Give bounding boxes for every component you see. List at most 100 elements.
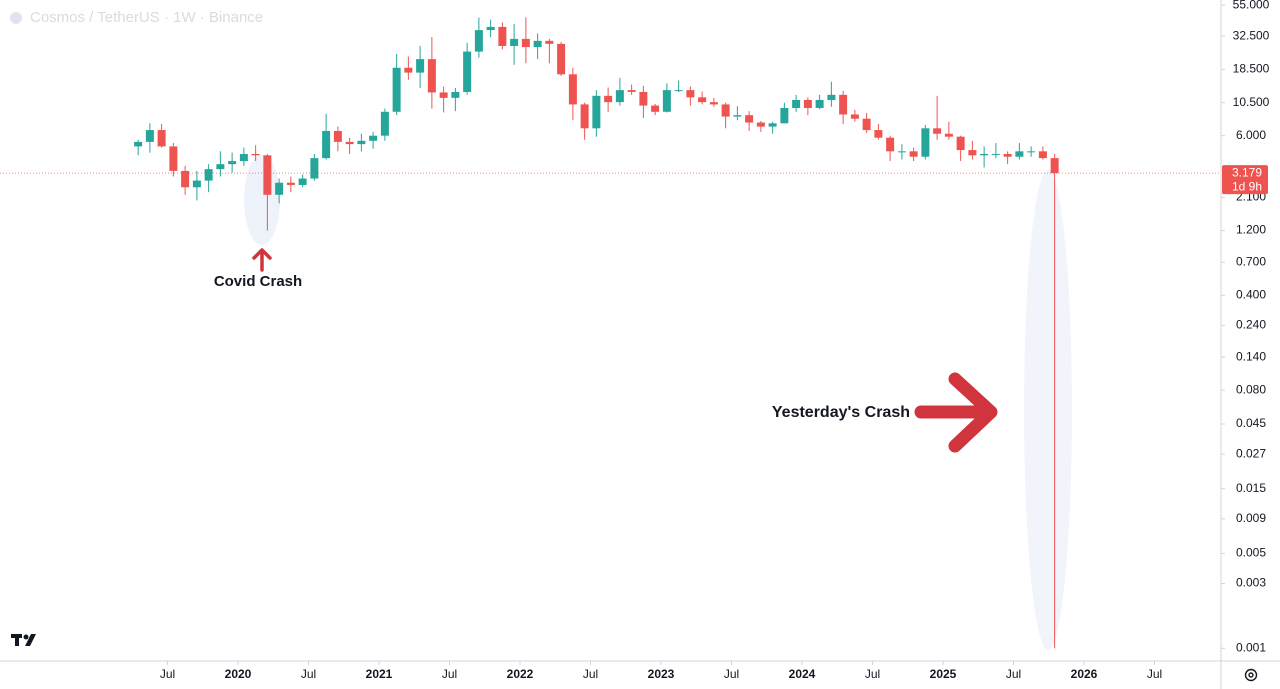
candle-body (322, 130, 331, 159)
x-tick-label: 2023 (648, 667, 675, 681)
candle-body (545, 40, 554, 44)
tv-logo (11, 634, 36, 646)
candle-body (145, 130, 154, 142)
x-tick-label: Jul (1006, 667, 1021, 681)
candle-body (568, 74, 577, 105)
candle-body (627, 90, 636, 92)
candle-body (1038, 151, 1047, 159)
candle-body (181, 170, 190, 188)
candles (134, 17, 1059, 649)
candle-body (968, 150, 977, 156)
candle-body (463, 51, 472, 92)
candle-body (639, 91, 648, 106)
candle-body (333, 130, 342, 142)
candle-body (780, 107, 789, 124)
candle-body (474, 30, 483, 52)
x-tick-label: 2020 (225, 667, 252, 681)
y-tick-label: 10.500 (1233, 95, 1270, 109)
candle-body (134, 141, 143, 147)
candle-body (310, 158, 319, 179)
x-tick-label: 2024 (789, 667, 816, 681)
candle-body (451, 91, 460, 98)
settings-icon[interactable] (1244, 668, 1258, 682)
candle-body (827, 94, 836, 100)
candle-body (1050, 158, 1059, 174)
candle-body (674, 90, 683, 92)
candle-body (416, 59, 425, 73)
candle-body (651, 105, 660, 112)
x-tick-label: Jul (301, 667, 316, 681)
candle-body (991, 153, 1000, 155)
annotation-arrow (252, 248, 272, 272)
candle-body (886, 137, 895, 152)
countdown-label: 1d 9h (1232, 179, 1262, 193)
candle-body (169, 146, 178, 171)
y-tick-label: 0.045 (1236, 416, 1266, 430)
x-tick-label: Jul (1147, 667, 1162, 681)
candle-body (721, 104, 730, 117)
candle-body (686, 90, 695, 98)
y-tick-label: 0.027 (1236, 446, 1266, 460)
y-tick-label: 0.240 (1236, 318, 1266, 332)
candle-body (839, 94, 848, 115)
candle-body (745, 115, 754, 123)
candle-body (803, 99, 812, 108)
highlight-ellipse (244, 155, 280, 245)
y-tick-label: 0.080 (1236, 382, 1266, 396)
candle-body (192, 180, 201, 188)
candle-body (662, 90, 671, 112)
y-tick-label: 0.003 (1236, 576, 1266, 590)
y-tick-label: 0.015 (1236, 481, 1266, 495)
y-tick-label: 0.001 (1236, 640, 1266, 654)
y-tick-label: 6.000 (1236, 128, 1266, 142)
x-tick-label: Jul (583, 667, 598, 681)
x-tick-label: Jul (442, 667, 457, 681)
candle-body (1003, 153, 1012, 157)
candle-body (921, 128, 930, 157)
x-tick-label: 2025 (930, 667, 957, 681)
candle-body (815, 99, 824, 108)
y-tick-label: 0.009 (1236, 511, 1266, 525)
candle-body (592, 95, 601, 129)
x-tick-label: Jul (865, 667, 880, 681)
candle-body (933, 128, 942, 134)
candle-body (392, 67, 401, 112)
candle-body (580, 104, 589, 129)
y-tick-label: 0.005 (1236, 546, 1266, 560)
candle-body (850, 114, 859, 119)
candle-body (216, 164, 225, 170)
candle-body (980, 153, 989, 156)
last-price-box (1222, 165, 1268, 195)
candle-body (944, 133, 953, 137)
y-tick-label: 0.700 (1236, 254, 1266, 268)
candle-body (897, 151, 906, 153)
candle-body (275, 182, 284, 195)
candle-body (357, 140, 366, 145)
chart-title: Cosmos / TetherUS · 1W · Binance (30, 9, 263, 26)
candle-body (345, 141, 354, 145)
candle-body (157, 130, 166, 147)
annotation-text: Covid Crash (214, 273, 302, 290)
x-tick-label: Jul (160, 667, 175, 681)
candle-body (909, 151, 918, 157)
candle-body (768, 123, 777, 127)
x-tick-label: 2022 (507, 667, 534, 681)
candle-body (733, 115, 742, 117)
candle-body (486, 26, 495, 31)
candle-body (1027, 151, 1036, 153)
candle-body (263, 155, 272, 195)
y-tick-label: 32.500 (1233, 28, 1270, 42)
candle-body (204, 169, 213, 181)
candle-body (228, 161, 237, 165)
candle-body (369, 135, 378, 141)
candle-body (427, 59, 436, 93)
candle-body (874, 130, 883, 138)
y-tick-label: 0.140 (1236, 349, 1266, 363)
candle-body (557, 43, 566, 75)
candle-body (239, 153, 248, 162)
candle-body (956, 136, 965, 151)
candle-body (698, 97, 707, 103)
candle-body (286, 182, 295, 185)
